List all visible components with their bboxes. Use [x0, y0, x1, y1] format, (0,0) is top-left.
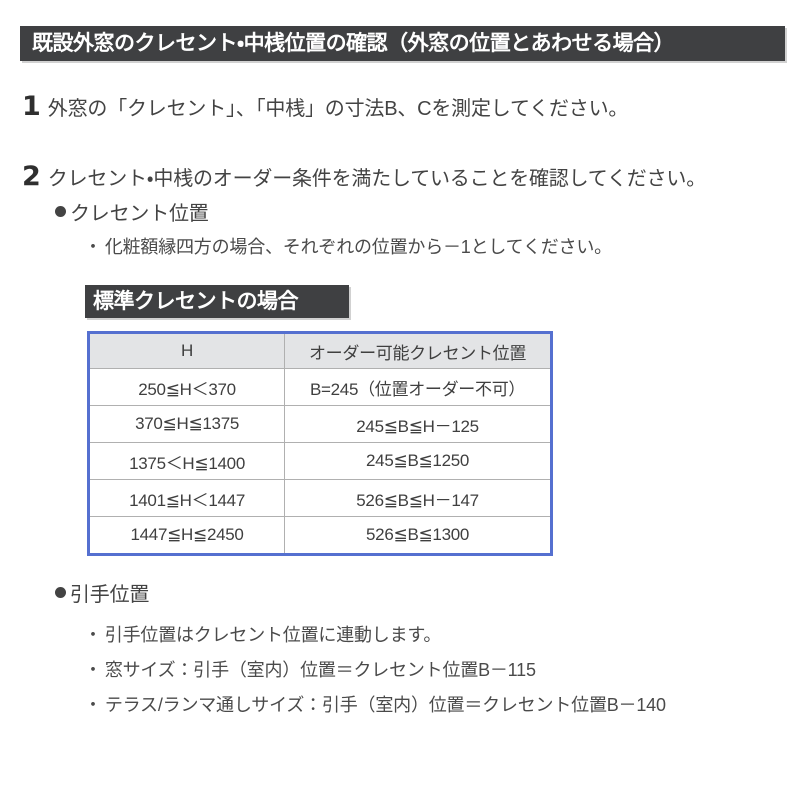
cell-position-range: 245≦B≦H－125 [284, 405, 550, 443]
note-hikite-1: ・ 引手位置はクレセント位置に連動します。 [84, 621, 441, 647]
step-1-text: 外窓の「クレセント」、「中桟」の寸法B、Cを測定してください。 [47, 98, 629, 120]
small-bullet-icon: ・ [84, 660, 102, 680]
note-hikite-1-text: 引手位置はクレセント位置に連動します。 [104, 625, 442, 645]
cell-position-range: 245≦B≦1250 [284, 442, 550, 480]
heading-hikite-position-label: 引手位置 [70, 584, 150, 606]
column-header-orderable-position: オーダー可能クレセント位置 [284, 334, 550, 369]
note-hikite-3-text: テラス/ランマ通しサイズ：引手（室内）位置＝クレセント位置B－140 [104, 695, 666, 715]
cell-h-range: 1375＜H≦1400 [90, 442, 286, 480]
sub-title-banner-standard-crescent: 標準クレセントの場合 [85, 285, 349, 318]
cell-position-range: 526≦B≦1300 [284, 516, 550, 553]
main-title-text: 既設外窓のクレセント・中桟位置の確認（外窓の位置とあわせる場合） [32, 32, 675, 55]
table-header: H オーダー可能クレセント位置 [90, 334, 550, 369]
table-body: 250≦H＜370 B=245（位置オーダー不可） 370≦H≦1375 245… [90, 368, 550, 553]
note-hikite-2-text: 窓サイズ：引手（室内）位置＝クレセント位置B－115 [104, 660, 536, 680]
small-bullet-icon: ・ [84, 625, 102, 645]
cell-h-range: 1401≦H＜1447 [90, 479, 286, 517]
cell-h-range: 370≦H≦1375 [90, 405, 286, 443]
note-hikite-3: ・ テラス/ランマ通しサイズ：引手（室内）位置＝クレセント位置B－140 [84, 691, 666, 717]
main-title-banner: 既設外窓のクレセント・中桟位置の確認（外窓の位置とあわせる場合） [20, 26, 785, 61]
crescent-position-table: H オーダー可能クレセント位置 250≦H＜370 B=245（位置オーダー不可… [90, 334, 550, 553]
step-2: 2 クレセント・中桟のオーダー条件を満たしていることを確認してください。 [22, 163, 706, 190]
table-header-row: H オーダー可能クレセント位置 [90, 334, 550, 369]
note-crescent-frame: ・ 化粧額縁四方の場合、それぞれの位置から－1としてください。 [84, 233, 612, 259]
step-1: 1 外窓の「クレセント」、「中桟」の寸法B、Cを測定してください。 [22, 93, 628, 120]
note-crescent-frame-text: 化粧額縁四方の場合、それぞれの位置から－1としてください。 [104, 237, 612, 257]
table-row: 1401≦H＜1447 526≦B≦H－147 [90, 479, 550, 517]
table-row: 250≦H＜370 B=245（位置オーダー不可） [90, 368, 550, 406]
step-2-text: クレセント・中桟のオーダー条件を満たしていることを確認してください。 [47, 168, 706, 190]
cell-h-range: 1447≦H≦2450 [90, 516, 286, 553]
table-row: 1375＜H≦1400 245≦B≦1250 [90, 442, 550, 480]
note-hikite-2: ・ 窓サイズ：引手（室内）位置＝クレセント位置B－115 [84, 656, 536, 682]
heading-hikite-position: 引手位置 [55, 578, 149, 607]
cell-h-range: 250≦H＜370 [90, 368, 286, 406]
cell-position-range: B=245（位置オーダー不可） [284, 368, 550, 406]
filled-circle-bullet-icon [55, 587, 66, 598]
step-2-number: 2 [22, 161, 41, 192]
filled-circle-bullet-icon [55, 206, 66, 217]
crescent-position-table-container: H オーダー可能クレセント位置 250≦H＜370 B=245（位置オーダー不可… [87, 331, 553, 556]
table-row: 1447≦H≦2450 526≦B≦1300 [90, 516, 550, 553]
column-header-h: H [90, 334, 286, 369]
heading-crescent-position-label: クレセント位置 [70, 203, 209, 225]
sub-title-text: 標準クレセントの場合 [93, 290, 299, 313]
table-row: 370≦H≦1375 245≦B≦H－125 [90, 405, 550, 443]
step-1-number: 1 [22, 91, 41, 122]
small-bullet-icon: ・ [84, 695, 102, 715]
small-bullet-icon: ・ [84, 237, 102, 257]
heading-crescent-position: クレセント位置 [55, 197, 209, 226]
cell-position-range: 526≦B≦H－147 [284, 479, 550, 517]
